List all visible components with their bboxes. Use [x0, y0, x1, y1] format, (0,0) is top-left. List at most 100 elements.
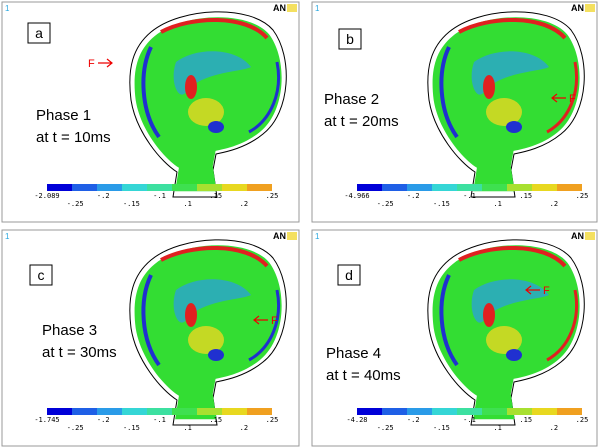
colorbar-label: .15 [519, 416, 532, 424]
hot-spot [185, 75, 197, 99]
colorbar-segment [507, 408, 532, 415]
colorbar-segment [407, 408, 432, 415]
cold-spot [506, 349, 522, 361]
colorbar-label: -.2 [407, 192, 420, 200]
colorbar-segment [407, 184, 432, 191]
colorbar-label: .1 [183, 200, 191, 208]
colorbar-label: .25 [266, 416, 279, 424]
colorbar-segment [557, 408, 582, 415]
colorbar-segment [47, 184, 72, 191]
panel-label: b [346, 31, 354, 47]
colorbar-label: -.15 [433, 200, 450, 208]
colorbar-segment [122, 184, 147, 191]
colorbar-label: -.2 [97, 192, 110, 200]
colorbar-segment [532, 184, 557, 191]
force-label: F [271, 315, 278, 327]
logo-tail [287, 4, 297, 12]
colorbar-label: .1 [183, 424, 191, 432]
hot-spot [483, 75, 495, 99]
colorbar-label: -.1 [463, 416, 476, 424]
colorbar-label: -.15 [123, 200, 140, 208]
colorbar-label: .2 [550, 200, 558, 208]
colorbar-segment [97, 184, 122, 191]
force-label: F [88, 58, 95, 70]
colorbar-label: .25 [266, 192, 279, 200]
panel-number: 1 [315, 4, 320, 13]
colorbar-label: -.2 [407, 416, 420, 424]
colorbar-segment [47, 408, 72, 415]
phase-label: Phase 2 [324, 91, 379, 108]
figure: 1 AN a F Phase 1 at t = 10ms -2.089 -.25 -.2 -.15… [0, 0, 599, 448]
logo-tail [287, 232, 297, 240]
colorbar-label: -.25 [377, 200, 394, 208]
colorbar-label: -.1 [153, 416, 166, 424]
colorbar-label: -4.966 [344, 192, 369, 200]
colorbar-segment [147, 408, 172, 415]
colorbar-segment [222, 408, 247, 415]
colorbar-label: -4.28 [346, 416, 367, 424]
colorbar-label: -.25 [67, 200, 84, 208]
colorbar-label: -.1 [463, 192, 476, 200]
panel-number: 1 [315, 232, 320, 241]
colorbar-segment [457, 408, 482, 415]
cold-spot [208, 349, 224, 361]
panel-number: 1 [5, 232, 10, 241]
hot-spot [483, 303, 495, 327]
colorbar-label: .1 [493, 200, 501, 208]
colorbar-segment [482, 184, 507, 191]
colorbar-segment [382, 408, 407, 415]
logo: AN [571, 231, 584, 241]
colorbar-label: -.25 [67, 424, 84, 432]
panel-label: d [345, 267, 353, 283]
panel: 1ANcFPhase 3at t = 30ms-1.745-.25-.2-.15… [2, 230, 299, 446]
cold-spot [208, 121, 224, 133]
colorbar-segment [72, 408, 97, 415]
time-label: at t = 30ms [42, 344, 117, 361]
colorbar-segment [247, 408, 272, 415]
colorbar-label: -1.745 [34, 416, 59, 424]
logo: AN [273, 231, 286, 241]
colorbar-label: .2 [550, 424, 558, 432]
colorbar-segment [97, 408, 122, 415]
colorbar-label: .25 [576, 416, 589, 424]
colorbar-segment [482, 408, 507, 415]
colorbar-segment [197, 408, 222, 415]
colorbar-label: -.15 [433, 424, 450, 432]
colorbar-segment [357, 408, 382, 415]
logo-tail [585, 4, 595, 12]
colorbar-segment [172, 408, 197, 415]
colorbar-segment [172, 184, 197, 191]
panel-label: a [35, 25, 43, 41]
force-label: F [569, 93, 576, 105]
logo: AN [571, 3, 584, 13]
colorbar-segment [122, 408, 147, 415]
colorbar-segment [357, 184, 382, 191]
phase-label: Phase 4 [326, 345, 381, 362]
colorbar-segment [247, 184, 272, 191]
colorbar-segment [222, 184, 247, 191]
colorbar-label: -.15 [123, 424, 140, 432]
panel: 1 AN a F Phase 1 at t = 10ms -2.089 -.25 -.2 -.15… [2, 2, 299, 222]
colorbar-label: -.2 [97, 416, 110, 424]
time-label: at t = 10ms [36, 129, 111, 146]
colorbar-segment [532, 408, 557, 415]
colorbar-label: .2 [240, 200, 248, 208]
colorbar-label: .15 [209, 192, 222, 200]
colorbar-segment [147, 184, 172, 191]
phase-label: Phase 1 [36, 107, 91, 124]
force-label: F [543, 285, 550, 297]
colorbar-label: -2.089 [34, 192, 59, 200]
panel-number: 1 [5, 4, 10, 13]
time-label: at t = 40ms [326, 367, 401, 384]
colorbar-label: .1 [493, 424, 501, 432]
colorbar-segment [382, 184, 407, 191]
colorbar-segment [507, 184, 532, 191]
colorbar-segment [557, 184, 582, 191]
colorbar-label: .2 [240, 424, 248, 432]
panel-label: c [38, 267, 45, 283]
colorbar-segment [432, 408, 457, 415]
logo: AN [273, 3, 286, 13]
hot-spot [185, 303, 197, 327]
